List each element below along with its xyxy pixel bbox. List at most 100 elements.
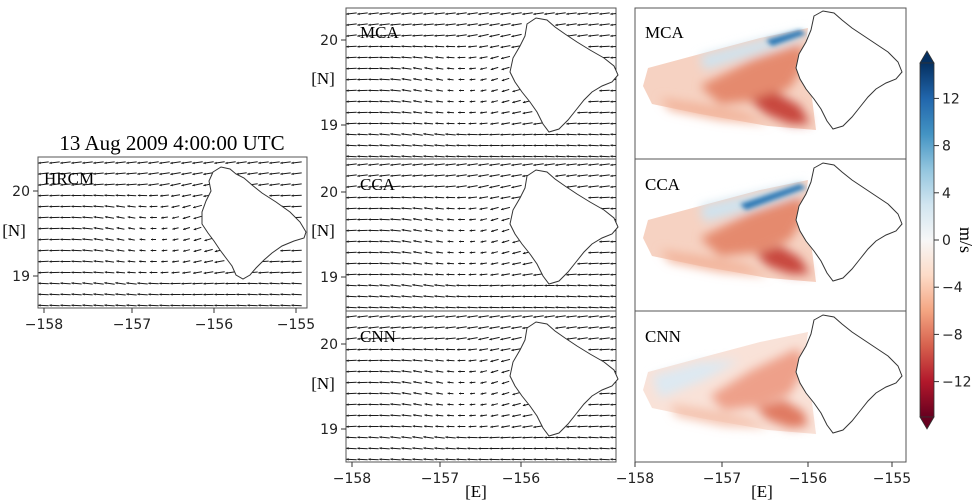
wind-arrow-head [93, 271, 96, 274]
wind-arrow-head [390, 218, 393, 221]
wind-arrow-head [490, 262, 494, 265]
wind-arrow-head [599, 447, 602, 450]
wind-arrow-head [390, 251, 393, 254]
cnn-quiver-label: CNN [360, 327, 396, 346]
wind-arrow-head [599, 284, 602, 287]
wind-arrow-head [71, 227, 74, 230]
mca-quiver-label: MCA [360, 23, 399, 42]
wind-arrow-head [126, 304, 129, 307]
wind-arrow-head [412, 45, 415, 48]
wind-arrow-head [390, 132, 393, 136]
wind-arrow-head [368, 174, 371, 178]
wind-arrow-head [346, 425, 349, 428]
wind-arrow-head [544, 306, 547, 309]
wind-arrow-head [412, 23, 415, 26]
wind-arrow-head [390, 359, 393, 362]
wind-arrow-head [610, 315, 613, 319]
mca-heatmap-coastline [795, 10, 903, 130]
wind-arrow-head [346, 447, 349, 450]
wind-arrow-head [193, 216, 196, 220]
wind-arrow-head [469, 100, 472, 103]
wind-arrow-head [269, 282, 272, 285]
wind-arrow-head [489, 326, 492, 330]
wind-arrow-head [390, 435, 393, 439]
wind-arrow-head [115, 304, 118, 307]
wind-arrow-head [423, 144, 426, 147]
wind-arrow-head [599, 34, 602, 38]
wind-arrow-head [467, 34, 470, 38]
wind-arrow-head [480, 392, 484, 395]
wind-arrow-head [501, 78, 505, 82]
wind-arrow-head [478, 306, 481, 309]
wind-arrow-head [291, 282, 294, 285]
wind-arrow-head [522, 458, 525, 461]
wind-arrow-head [458, 218, 461, 221]
wind-arrow-head [423, 447, 426, 450]
cnn-ytick-20: 20 [320, 337, 338, 353]
wind-arrow-head [104, 271, 107, 274]
wind-arrow-head [346, 295, 349, 298]
wind-arrow-head [467, 458, 470, 461]
wind-arrow-head [599, 45, 602, 48]
wind-arrow-head [412, 196, 415, 199]
wind-arrow-head [60, 304, 63, 307]
wind-arrow-head [357, 229, 360, 232]
wind-arrow-head [424, 273, 427, 276]
wind-arrow-head [480, 67, 483, 70]
wind-arrow-head [379, 133, 382, 136]
wind-arrow-head [423, 174, 426, 177]
wind-arrow-head [588, 23, 591, 27]
wind-arrow-head [93, 293, 96, 296]
wind-arrow-head [291, 249, 294, 252]
wind-arrow-head [599, 348, 602, 351]
wind-arrow-head [236, 172, 239, 176]
wind-arrow-head [489, 144, 492, 147]
wind-arrow-head [512, 100, 515, 104]
wind-arrow-head [390, 155, 393, 158]
wind-arrow-head [445, 133, 448, 136]
wind-arrow-head [181, 293, 184, 296]
wind-arrow-head [368, 34, 371, 37]
wind-arrow-head [445, 12, 448, 16]
wind-arrow-head [379, 414, 382, 417]
wind-arrow-head [379, 56, 382, 59]
wind-arrow-head [434, 34, 437, 37]
wind-arrow-head [357, 337, 360, 341]
wind-arrow-head [458, 251, 461, 254]
wind-arrow-head [555, 144, 558, 147]
wind-arrow-head [588, 306, 591, 309]
wind-arrow-head [346, 359, 349, 362]
wind-arrow-head [368, 56, 371, 59]
cnn-heatmap-xtick-158: −158 [616, 471, 654, 487]
wind-arrow-head [456, 12, 459, 16]
wind-arrow-head [137, 172, 140, 176]
wind-arrow-head [588, 326, 591, 330]
colorbar: 12 8 4 0 −4 −8 −12 m/s [919, 50, 974, 430]
wind-arrow-head [577, 425, 580, 428]
wind-arrow-head [577, 262, 580, 265]
wind-arrow-head [456, 133, 459, 136]
wind-arrow-head [500, 337, 503, 341]
wind-arrow-head [148, 172, 151, 176]
wind-arrow-head [49, 249, 52, 252]
wind-arrow-head [82, 281, 85, 285]
wind-arrow-head [468, 56, 471, 59]
wind-arrow-head [479, 359, 482, 363]
wind-arrow-head [467, 306, 470, 309]
wind-arrow-head [390, 56, 393, 59]
wind-arrow-head [445, 284, 448, 287]
wind-arrow-head [149, 194, 152, 197]
wind-arrow-head [412, 435, 415, 439]
wind-arrow-head [435, 56, 438, 59]
wind-arrow-head [192, 282, 195, 285]
wind-arrow-head [588, 348, 591, 351]
cnn-heatmap-field [643, 332, 816, 434]
wind-arrow-head [401, 250, 405, 254]
wind-arrow-head [291, 293, 294, 296]
wind-arrow-head [357, 23, 360, 27]
wind-arrow-head [446, 425, 449, 428]
wind-arrow-head [357, 315, 360, 319]
wind-arrow-head [577, 185, 580, 189]
wind-arrow-head [423, 12, 426, 16]
wind-arrow-head [115, 183, 118, 186]
